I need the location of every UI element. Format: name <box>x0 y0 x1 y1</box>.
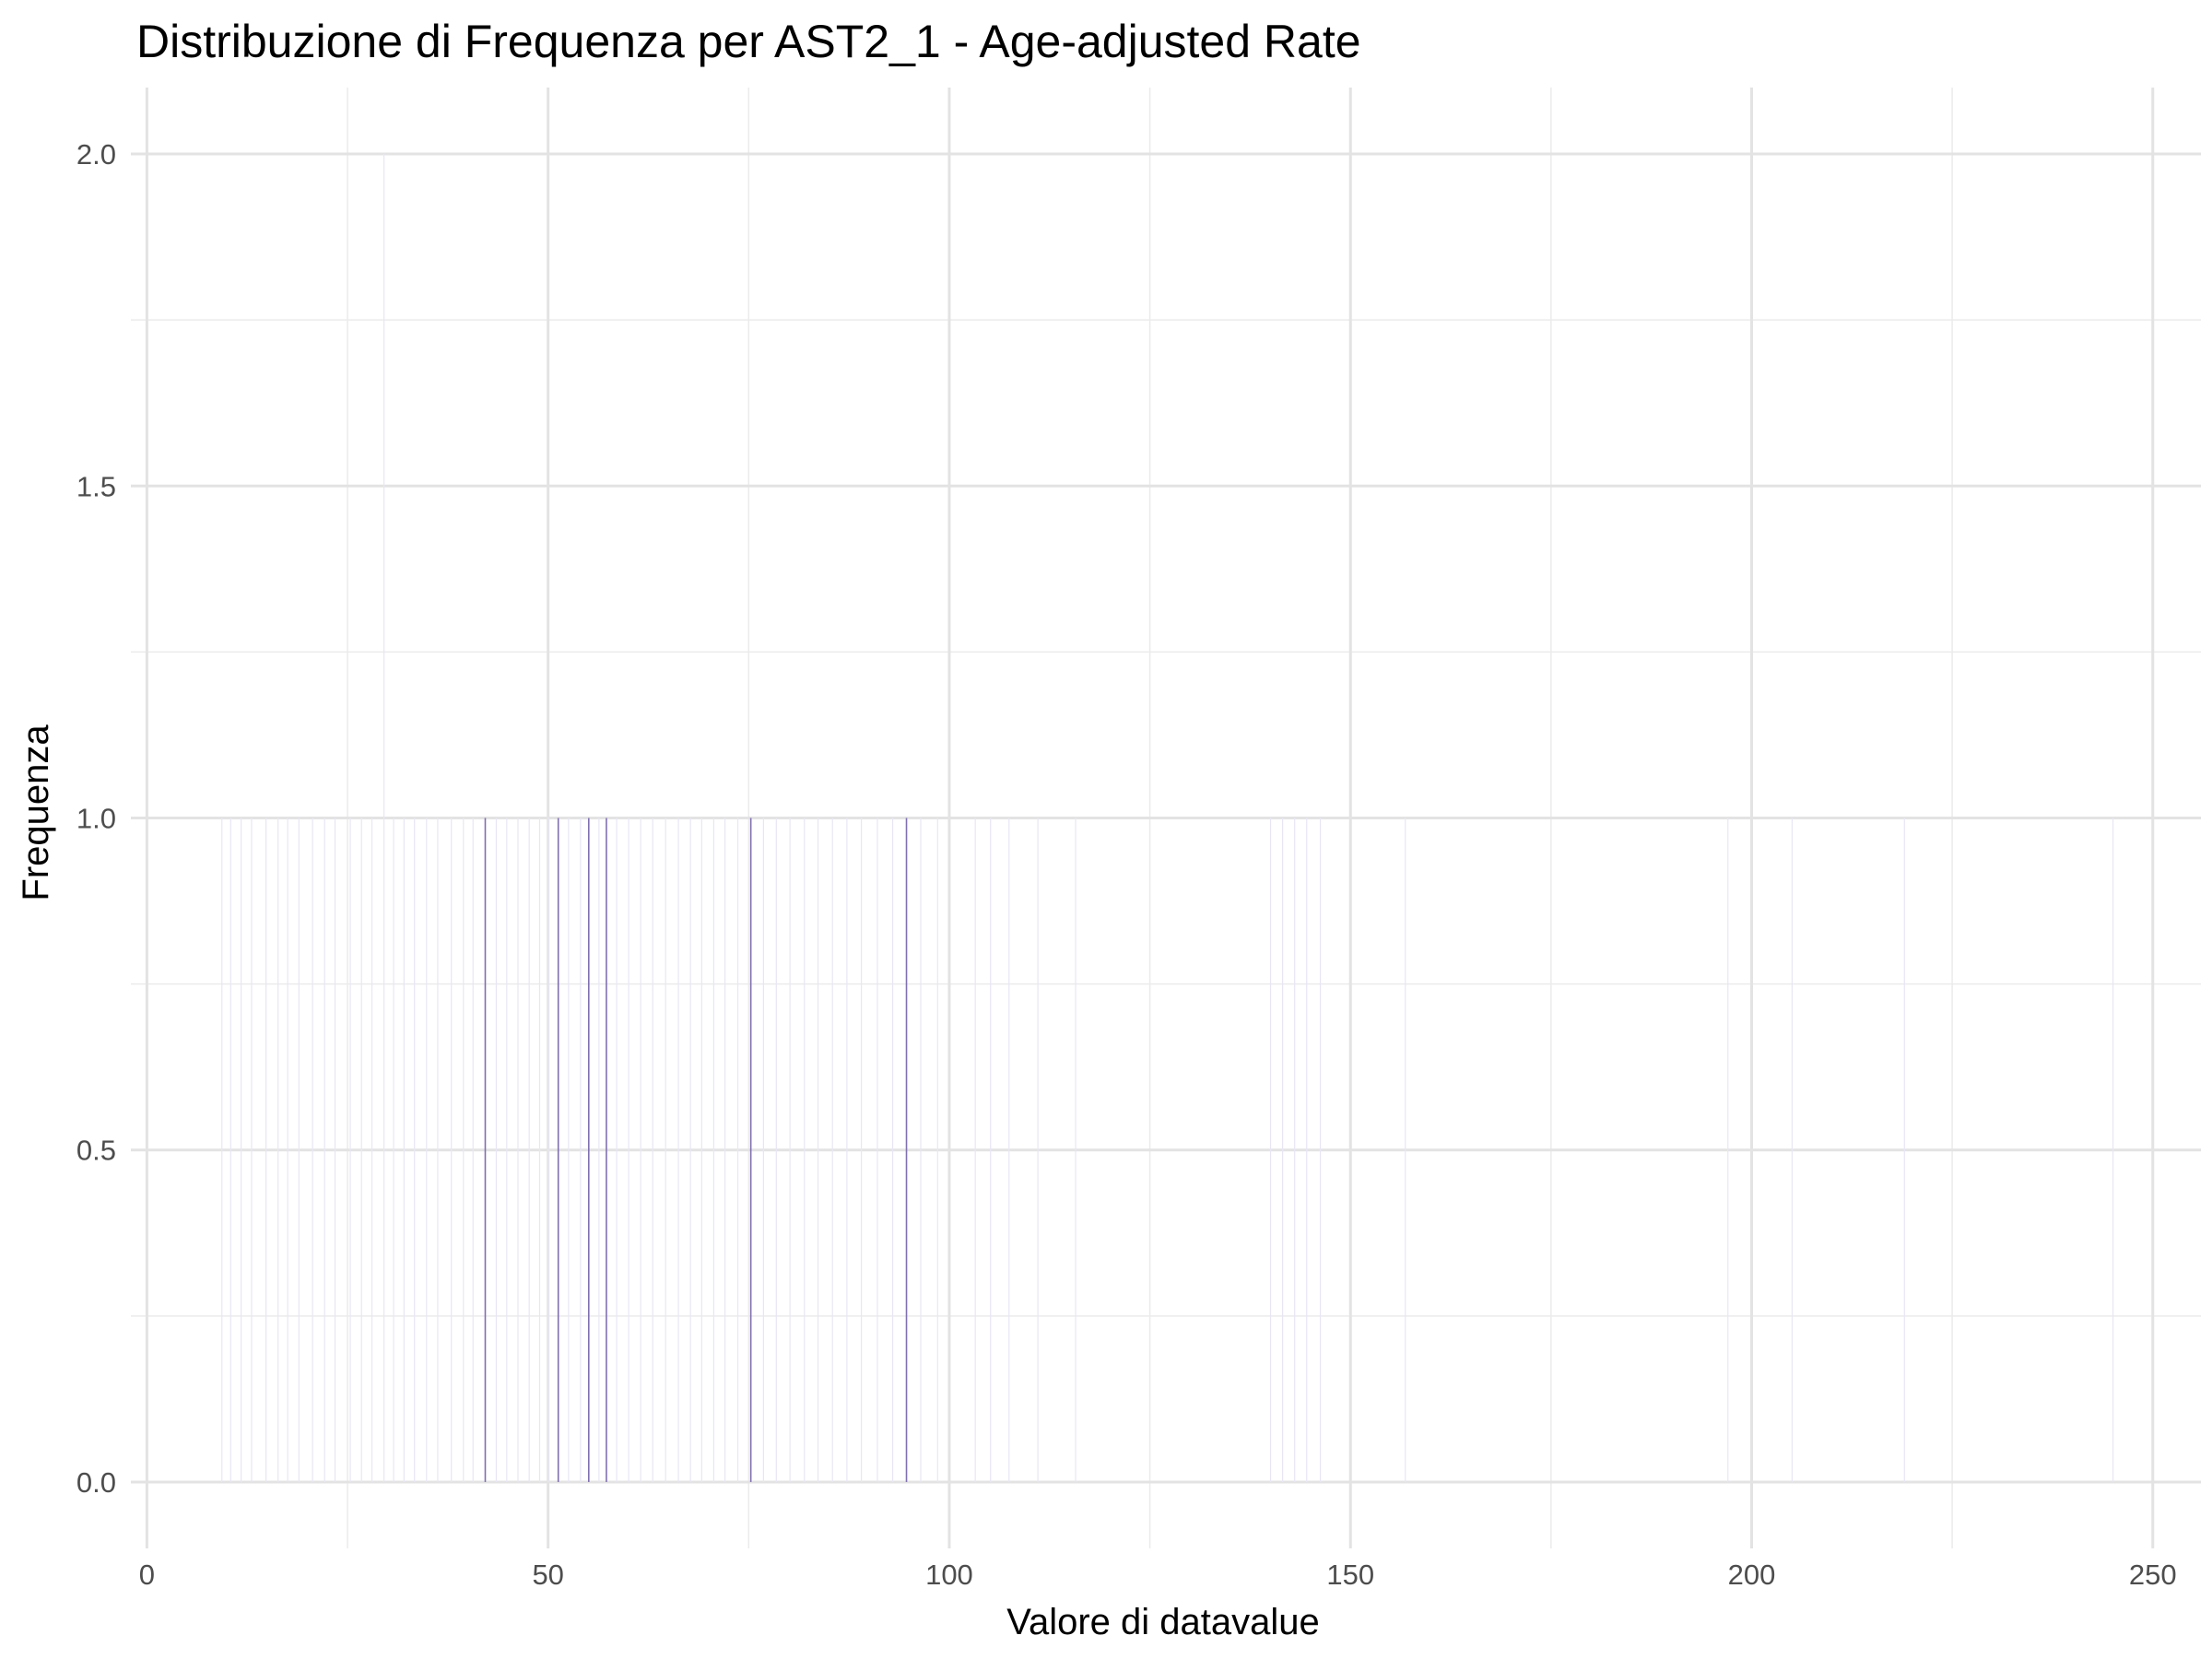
histogram-bar <box>846 818 848 1482</box>
histogram-bars <box>221 154 2114 1482</box>
histogram-bar <box>349 818 351 1482</box>
histogram-bar <box>2112 818 2114 1482</box>
y-tick-label: 0.5 <box>76 1135 116 1167</box>
histogram-bar <box>749 818 752 1482</box>
y-tick-label: 1.0 <box>76 803 116 835</box>
histogram-bar <box>360 818 362 1482</box>
histogram-bar <box>700 818 702 1482</box>
histogram-bar <box>775 818 777 1482</box>
histogram-bar <box>920 818 922 1482</box>
histogram-bar <box>472 818 474 1482</box>
histogram-bar <box>606 818 607 1482</box>
histogram-bar <box>371 818 373 1482</box>
histogram-bar <box>1319 818 1322 1482</box>
histogram-bar <box>277 818 279 1482</box>
histogram-bar <box>426 818 428 1482</box>
histogram-bar <box>724 818 726 1482</box>
histogram-bar <box>831 818 833 1482</box>
histogram-bar <box>1075 818 1077 1482</box>
histogram-bar <box>677 818 679 1482</box>
histogram-bar <box>251 818 253 1482</box>
histogram-bar <box>528 818 530 1482</box>
x-tick-label: 0 <box>139 1559 155 1591</box>
histogram-bar <box>229 818 231 1482</box>
x-tick-label: 200 <box>1728 1559 1776 1591</box>
histogram-bar <box>665 818 666 1482</box>
histogram-bar <box>324 818 325 1482</box>
y-tick-label: 0.0 <box>76 1466 116 1499</box>
x-tick-label: 100 <box>925 1559 973 1591</box>
histogram-bar <box>298 818 300 1482</box>
histogram-bar <box>221 818 223 1482</box>
histogram-bar <box>712 818 714 1482</box>
histogram-bar <box>587 818 590 1482</box>
histogram-bar <box>557 818 559 1482</box>
histogram-bar <box>414 818 416 1482</box>
x-axis-title: Valore di datavalue <box>1006 1602 1320 1642</box>
histogram-bar <box>495 818 498 1482</box>
chart-title: Distribuzione di Frequenza per AST2_1 - … <box>136 16 1361 67</box>
histogram-bar <box>736 818 739 1482</box>
histogram-bar <box>1903 818 1905 1482</box>
histogram-bar <box>568 818 570 1482</box>
histogram-bar <box>905 818 908 1482</box>
axis-ticks: 0 50 100 150 200 250 0.0 0.5 1.0 1.5 2.0 <box>76 138 2177 1591</box>
histogram-bar <box>1008 818 1010 1482</box>
histogram-bar <box>990 818 992 1482</box>
histogram-bar <box>1791 818 1794 1482</box>
histogram-bar <box>265 818 267 1482</box>
histogram-bar <box>1037 818 1039 1482</box>
histogram-bar <box>517 818 519 1482</box>
x-tick-label: 50 <box>532 1559 563 1591</box>
histogram-bar <box>1269 818 1272 1482</box>
histogram-bar <box>547 818 549 1482</box>
histogram-bar <box>580 818 582 1482</box>
x-tick-label: 250 <box>2129 1559 2177 1591</box>
histogram-bar <box>1405 818 1406 1482</box>
x-tick-label: 150 <box>1326 1559 1374 1591</box>
histogram-bar <box>312 818 313 1482</box>
y-axis-title: Frequenza <box>16 724 56 901</box>
histogram-bar <box>804 818 806 1482</box>
histogram-bar <box>1306 818 1308 1482</box>
histogram-bar <box>451 818 453 1482</box>
y-tick-label: 2.0 <box>76 138 116 171</box>
histogram-bar <box>936 818 938 1482</box>
histogram-bar <box>891 818 894 1482</box>
histogram-bar <box>403 818 405 1482</box>
histogram-bar <box>598 818 600 1482</box>
histogram-bar <box>1727 818 1729 1482</box>
histogram-bar <box>383 154 385 1482</box>
histogram-bar <box>789 818 791 1482</box>
histogram-bar <box>1294 818 1296 1482</box>
y-tick-label: 1.5 <box>76 470 116 502</box>
histogram-bar <box>1282 818 1284 1482</box>
histogram-bar <box>506 818 508 1482</box>
histogram-bar <box>538 818 541 1482</box>
histogram-bar <box>860 818 863 1482</box>
histogram-bar <box>762 818 764 1482</box>
grid-lines <box>131 88 2201 1548</box>
histogram-bar <box>974 818 976 1482</box>
histogram-bar <box>689 818 691 1482</box>
histogram-bar <box>463 818 465 1482</box>
histogram-bar <box>616 818 618 1482</box>
histogram-bar <box>437 818 439 1482</box>
histogram-bar <box>393 818 394 1482</box>
histogram-bar <box>484 818 487 1482</box>
